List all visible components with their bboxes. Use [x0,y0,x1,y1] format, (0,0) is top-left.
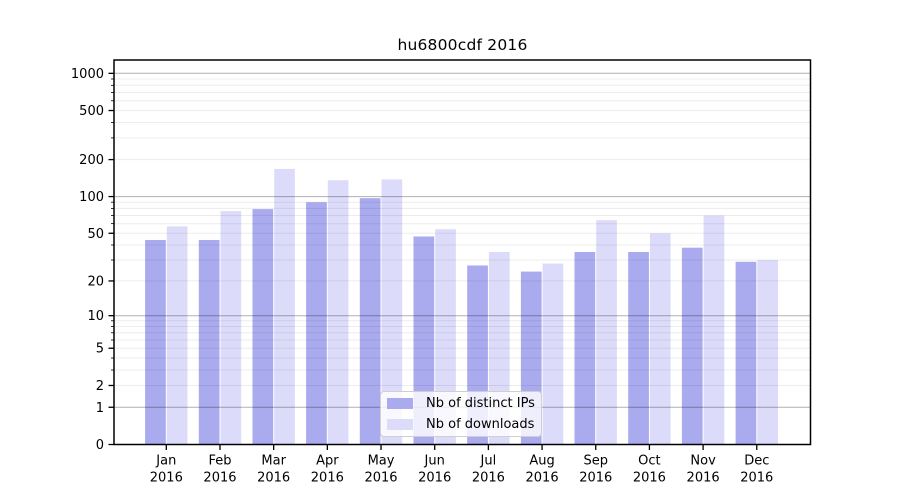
bar-distinct-ips-may [359,198,381,445]
x-tick-label-month: Jan [155,454,176,469]
bar-downloads-jun [435,229,456,445]
bar-distinct-ips-sep [574,252,596,445]
bar-downloads-nov [703,215,725,445]
x-tick-label-year: 2016 [311,471,344,486]
x-tick-label-year: 2016 [526,471,559,486]
x-tick-label-year: 2016 [740,471,773,486]
x-tick-label-month: Feb [208,454,231,469]
x-tick-label-year: 2016 [633,471,666,486]
x-tick-label-month: Aug [529,454,554,469]
x-tick-label-year: 2016 [257,471,290,486]
bar-downloads-mar [274,168,295,445]
y-tick-label: 0 [96,438,104,453]
x-tick-label-year: 2016 [579,471,612,486]
y-tick-label: 20 [87,274,104,289]
x-tick-label-year: 2016 [203,471,236,486]
bar-distinct-ips-apr [306,202,327,445]
x-tick-label-year: 2016 [150,471,183,486]
legend: Nb of distinct IPs Nb of downloads [380,391,542,437]
x-tick-label-year: 2016 [687,471,720,486]
bar-downloads-aug [542,263,564,445]
x-tick-label-year: 2016 [364,471,397,486]
bar-downloads-oct [649,233,671,445]
bar-downloads-jan [166,226,188,445]
x-tick-label-month: Jul [480,454,497,469]
x-tick-label-month: Dec [744,454,769,469]
x-tick-label-month: Nov [690,454,716,469]
x-tick-label-month: Jun [424,454,445,469]
bar-distinct-ips-dec [735,261,757,445]
y-tick-label: 50 [87,227,104,242]
bar-distinct-ips-nov [681,247,703,445]
y-tick-label: 10 [87,309,104,324]
bar-downloads-sep [596,220,617,445]
bar-downloads-feb [220,211,242,445]
y-tick-label: 100 [79,190,104,205]
bar-distinct-ips-oct [628,252,649,445]
legend-swatch-distinct-ips [387,398,413,409]
bar-downloads-may [381,179,403,445]
axes-box [113,59,812,446]
legend-swatch-downloads [387,419,413,430]
legend-item-downloads: Nb of downloads [387,417,535,433]
bar-distinct-ips-mar [252,209,274,445]
x-tick-label-month: Apr [316,454,339,469]
bar-downloads-dec [757,260,778,445]
y-tick-label: 2 [96,379,104,394]
x-tick-label-year: 2016 [472,471,505,486]
x-tick-label-month: Sep [583,454,608,469]
y-tick-label: 200 [79,153,104,168]
x-tick-label-month: Oct [638,454,660,469]
x-tick-label-month: May [368,454,395,469]
legend-label-distinct-ips: Nb of distinct IPs [426,395,535,411]
y-tick-label: 500 [79,104,104,119]
bar-downloads-apr [327,180,349,445]
chart-title: hu6800cdf 2016 [397,36,528,54]
bar-distinct-ips-feb [198,240,220,445]
bar-distinct-ips-jan [145,240,166,445]
y-tick-label: 1000 [71,67,104,82]
legend-label-downloads: Nb of downloads [426,416,535,432]
x-tick-label-month: Mar [261,454,286,469]
x-tick-label-year: 2016 [418,471,451,486]
legend-item-distinct-ips: Nb of distinct IPs [387,396,535,412]
y-tick-label: 5 [96,342,104,357]
y-tick-label: 1 [96,401,104,416]
